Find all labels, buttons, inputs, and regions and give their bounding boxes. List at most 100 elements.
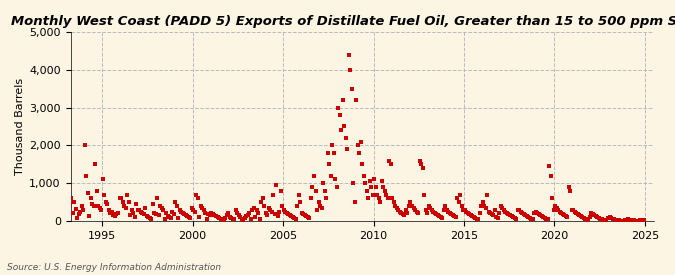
Point [128,211,138,216]
Point [69,200,80,204]
Point [580,216,591,221]
Point [631,219,642,223]
Point [261,211,271,216]
Point [122,192,132,197]
Point [192,196,203,200]
Point [197,206,208,210]
Point [545,174,556,178]
Point [527,217,538,221]
Point [366,185,377,189]
Point [471,216,482,221]
Point [458,207,468,212]
Point [361,189,372,193]
Point [621,218,632,222]
Point [548,207,559,212]
Point [432,213,443,218]
Point [245,217,256,221]
Point [328,151,339,155]
Point [63,206,74,210]
Point [473,217,484,221]
Point [158,207,169,212]
Point [66,196,77,200]
Point [607,216,618,221]
Point [503,212,514,216]
Point [441,207,452,212]
Point [298,212,309,216]
Point [476,204,487,208]
Point [444,211,455,216]
Point [196,204,207,208]
Point [218,217,229,222]
Point [417,166,428,170]
Point [78,208,88,213]
Point [203,212,214,216]
Point [159,217,170,221]
Point [227,216,238,221]
Point [587,212,598,216]
Point [435,215,446,219]
Point [267,209,277,214]
Point [296,211,307,216]
Point [482,192,493,197]
Point [515,209,526,214]
Point [198,208,209,213]
Point [440,204,451,208]
Point [306,196,317,200]
Point [516,211,527,216]
Point [286,214,297,219]
Point [151,212,161,216]
Point [547,196,558,200]
Point [470,216,481,220]
Point [271,183,281,187]
Point [626,218,637,222]
Point [422,211,433,216]
Point [146,216,157,221]
Point [550,204,561,208]
Point [103,207,114,212]
Point [488,213,499,218]
Point [610,217,621,222]
Point [229,217,240,221]
Point [84,214,95,219]
Point [211,214,221,219]
Point [560,214,571,219]
Point [448,213,458,218]
Point [586,211,597,216]
Point [115,196,126,200]
Point [609,217,620,221]
Point [129,215,140,219]
Point [202,217,213,221]
Point [178,211,188,216]
Point [294,192,304,197]
Point [539,216,550,220]
Point [268,192,279,197]
Point [319,189,330,193]
Point [281,211,292,216]
Point [348,181,358,185]
Point [241,214,252,219]
Point [248,206,259,210]
Point [250,215,261,219]
Point [61,191,72,195]
Point [111,212,122,216]
Point [437,216,448,220]
Point [558,212,568,216]
Point [502,211,512,216]
Point [96,208,107,213]
Point [475,211,485,216]
Point [234,213,244,218]
Point [339,124,350,129]
Point [90,162,101,166]
Point [360,181,371,185]
Point [493,216,504,220]
Point [321,196,331,200]
Point [322,151,333,155]
Point [628,218,639,223]
Point [238,218,248,222]
Point [510,216,521,221]
Point [450,215,461,219]
Point [302,215,313,219]
Point [132,207,143,212]
Point [242,213,253,218]
Point [340,136,351,140]
